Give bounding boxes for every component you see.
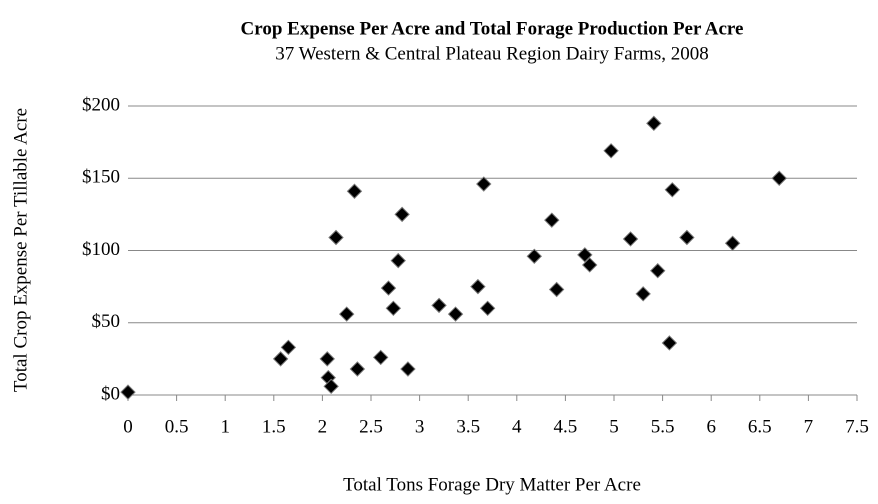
- x-tick-label: 1.5: [262, 416, 286, 437]
- x-tick-label: 7: [804, 416, 814, 437]
- y-tick-label: $150: [82, 167, 120, 188]
- point: [581, 257, 598, 273]
- point: [724, 235, 741, 251]
- point: [771, 170, 787, 186]
- point: [272, 351, 289, 367]
- x-tick-label: 4.5: [554, 416, 578, 437]
- point: [394, 206, 410, 223]
- point: [603, 143, 619, 159]
- x-tick-label: 0.5: [165, 416, 189, 437]
- chart-subtitle: 37 Western & Central Plateau Region Dair…: [275, 43, 708, 64]
- x-tick-label: 2.5: [359, 416, 383, 437]
- x-axis-label: Total Tons Forage Dry Matter Per Acre: [343, 474, 641, 495]
- y-axis-label: Total Crop Expense Per Tillable Acre: [10, 108, 31, 392]
- point: [548, 281, 565, 298]
- point: [385, 300, 402, 317]
- point: [646, 115, 662, 132]
- point: [400, 361, 416, 377]
- x-tick-label: 6: [706, 416, 716, 437]
- x-tick-label: 2: [318, 416, 328, 437]
- point: [650, 263, 666, 279]
- point: [431, 297, 447, 314]
- point: [447, 306, 464, 322]
- chart-title: Crop Expense Per Acre and Total Forage P…: [241, 18, 744, 39]
- point: [635, 286, 651, 302]
- x-tick-label: 4: [512, 416, 522, 437]
- point: [338, 306, 355, 322]
- x-tick-label: 3: [415, 416, 425, 437]
- point: [373, 349, 389, 366]
- x-tick-label: 7.5: [845, 416, 869, 437]
- point: [526, 248, 543, 264]
- y-tick-label: $100: [82, 239, 120, 260]
- point: [120, 384, 136, 400]
- point: [323, 378, 339, 395]
- point: [661, 335, 678, 351]
- point: [346, 183, 363, 199]
- point: [476, 176, 492, 192]
- y-tick-label: $200: [82, 94, 120, 115]
- point: [280, 339, 297, 356]
- y-tick-label: $0: [101, 383, 120, 404]
- x-tick-label: 6.5: [748, 416, 772, 437]
- point: [349, 361, 366, 377]
- point: [319, 351, 335, 367]
- point: [664, 182, 681, 198]
- x-tick-label: 5: [609, 416, 619, 437]
- point: [380, 280, 397, 296]
- point: [479, 300, 496, 317]
- x-tick-label: 1: [220, 416, 230, 437]
- point: [622, 231, 639, 247]
- x-tick-label: 0: [123, 416, 133, 437]
- point: [470, 278, 486, 295]
- point: [328, 229, 344, 246]
- x-tick-label: 5.5: [651, 416, 675, 437]
- x-tick-label: 3.5: [456, 416, 480, 437]
- point: [390, 252, 406, 269]
- point: [679, 229, 695, 246]
- point: [544, 212, 560, 228]
- y-tick-label: $50: [92, 311, 121, 332]
- point: [577, 247, 593, 263]
